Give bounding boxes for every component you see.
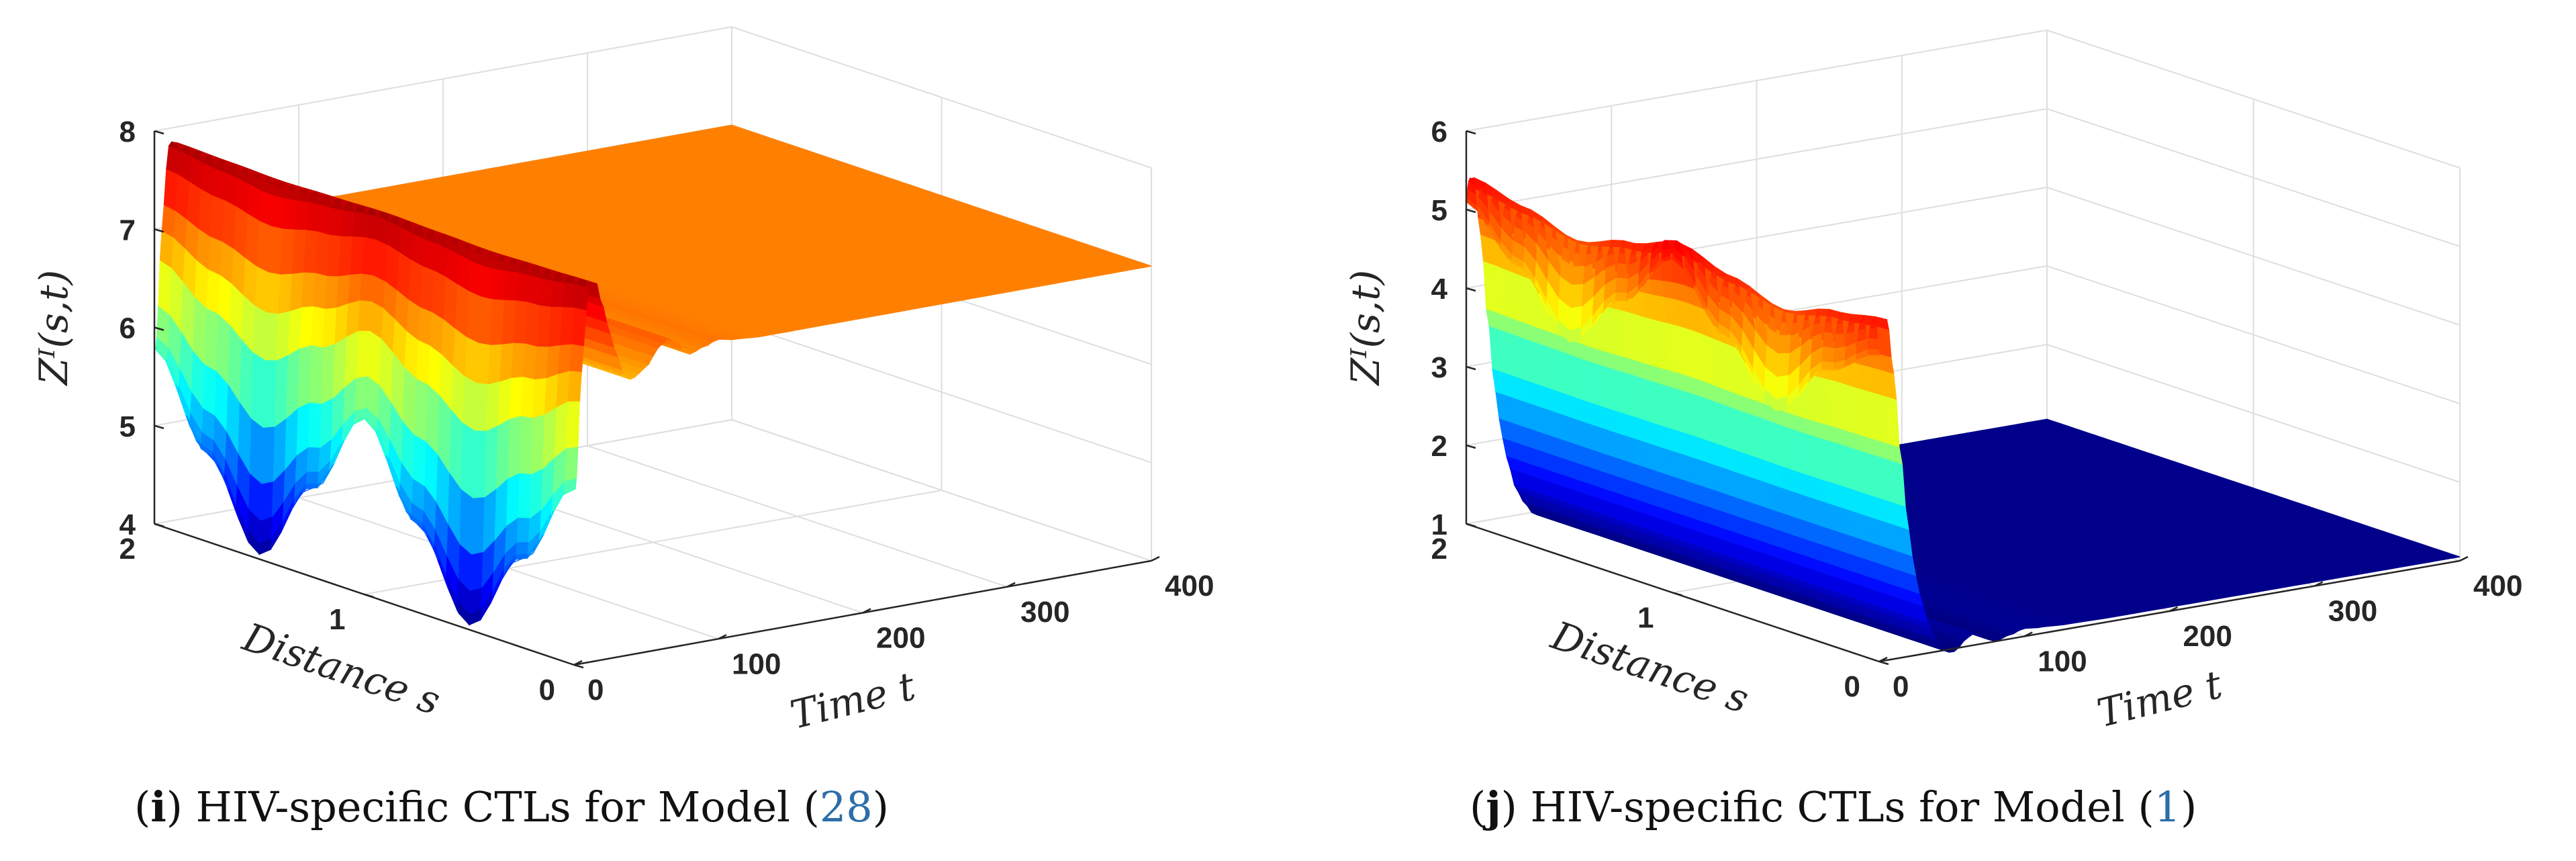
- surface-patch: [297, 344, 312, 408]
- surface-patch: [516, 541, 530, 555]
- time-tick-label: 400: [1165, 570, 1214, 602]
- surface-patch: [567, 369, 582, 402]
- time-tick-label: 200: [876, 622, 925, 655]
- distance-tick-label: 1: [329, 603, 345, 636]
- z-tick-label: 4: [120, 508, 136, 541]
- surface-patch: [1129, 261, 1152, 269]
- tick-labels: 0 100 200 300 400 0 1 24 5 6 7 8: [120, 116, 1214, 707]
- distance-tick-label: 2: [120, 533, 136, 565]
- surface-patch: [354, 375, 369, 411]
- surface-patch: [249, 417, 264, 485]
- surface-patch: [203, 363, 218, 416]
- surface-patch: [520, 375, 536, 418]
- surface-patch: [573, 283, 589, 311]
- surface-patch: [309, 344, 324, 404]
- surface-patch: [471, 496, 485, 555]
- wall-gridline: [731, 320, 1152, 463]
- z-tick-label: 7: [120, 214, 136, 246]
- wall-gridline: [731, 26, 1152, 169]
- surface-patch: [569, 343, 585, 372]
- surface-patch: [356, 330, 371, 378]
- wall-gridline: [1466, 108, 2048, 210]
- surface-patch: [461, 422, 475, 499]
- surface-patch: [519, 414, 534, 475]
- surface-patch: [261, 426, 276, 484]
- surface-patch: [1570, 283, 1584, 308]
- wall-gridline: [1466, 30, 2048, 132]
- surface-patch: [459, 488, 474, 555]
- time-tick-label: 100: [732, 647, 781, 680]
- time-tick-label: 300: [1020, 596, 1069, 629]
- surface-patch: [251, 351, 266, 428]
- surface-patch: [426, 383, 440, 456]
- wall-gridline: [2046, 265, 2461, 404]
- surface-patch: [206, 268, 221, 314]
- surface-patch: [307, 402, 322, 448]
- surface-patch: [263, 359, 277, 428]
- surface-patch: [306, 446, 321, 472]
- z-tick-label: 6: [120, 312, 136, 345]
- surface-patch: [506, 471, 520, 527]
- wall-gridline: [2046, 108, 2461, 247]
- surface-patch: [296, 401, 311, 456]
- surface-patch: [516, 516, 530, 543]
- distance-tick-label: 0: [539, 674, 555, 707]
- surface-patch: [252, 304, 268, 361]
- surface-patch: [518, 472, 532, 518]
- surface-patch: [414, 377, 429, 443]
- model-reference-link[interactable]: 28: [819, 782, 873, 831]
- surface-patch: [564, 446, 579, 482]
- wall-gridline: [2046, 187, 2461, 326]
- figure-caption-i: (i) HIV-specific CTLs for Model (28): [134, 782, 889, 831]
- surface: [154, 124, 1152, 626]
- surface-patch: [367, 330, 382, 386]
- wall-gridline: [154, 26, 732, 132]
- surface-patch: [470, 551, 484, 592]
- surface-patch: [416, 338, 431, 385]
- surface-edge: [154, 346, 166, 360]
- surface-patch: [473, 429, 487, 498]
- wall-gridline: [731, 419, 1152, 561]
- wall-gridline: [2046, 344, 2461, 483]
- surface-patch: [508, 414, 522, 479]
- wall-gridline: [2046, 30, 2461, 169]
- surface-patch: [571, 306, 587, 347]
- surface-patch: [260, 480, 274, 521]
- surface-patch: [463, 375, 477, 431]
- z-tick-label: 8: [120, 116, 136, 148]
- surface-patch: [1569, 305, 1583, 330]
- figure-panel-i: 0 100 200 300 400 0 1 2 4 5 6 7 8 Zᴵ(s,t) Distance s Ti…: [31, 26, 1214, 831]
- surface: [1465, 177, 2461, 653]
- surface-patch: [1615, 277, 1629, 293]
- time-axis-label: Time t: [786, 663, 920, 738]
- surface-patch: [216, 312, 231, 386]
- z-tick-label: 5: [120, 410, 136, 443]
- z-axis-label: Zᴵ(s,t): [31, 270, 77, 386]
- surface-patch: [204, 307, 219, 372]
- surface-patch: [565, 400, 581, 449]
- surface-patch: [158, 259, 173, 316]
- surface-patch: [413, 434, 427, 487]
- surface-patch: [311, 305, 326, 348]
- time-tick-label: 0: [587, 674, 604, 707]
- surface-patch: [305, 470, 320, 484]
